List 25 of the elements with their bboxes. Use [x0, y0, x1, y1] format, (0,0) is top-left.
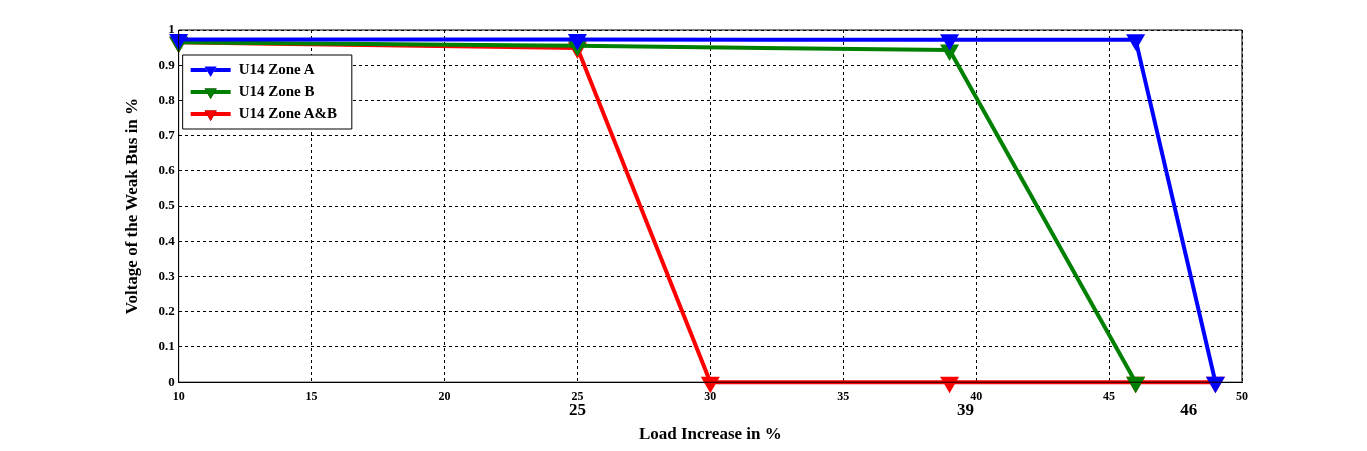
x-tick-label: 15: [305, 389, 318, 404]
y-tick-label: 0.5: [158, 197, 176, 213]
x-tick-label: 25: [571, 389, 584, 404]
x-axis-title: Load Increase in %: [638, 424, 782, 444]
x-tick-label: 45: [1103, 389, 1116, 404]
y-tick-label: 0.1: [158, 338, 175, 354]
legend-label: U14 Zone A: [238, 60, 315, 77]
y-axis-title: Voltage of the Weak Bus in %: [121, 97, 141, 315]
text: 46: [1180, 400, 1198, 420]
y-tick-label: 0.8: [158, 91, 176, 107]
x-tick-label: 50: [1236, 389, 1248, 404]
x-tick-label: 10: [172, 389, 185, 404]
y-tick-label: 0.7: [158, 127, 176, 143]
y-tick-label: 1: [168, 21, 175, 37]
y-tick-label: 0.2: [158, 303, 175, 319]
y-tick-label: 0: [168, 373, 175, 389]
x-tick-label: 30: [704, 389, 717, 404]
legend-label: U14 Zone B: [238, 82, 315, 99]
y-tick-label: 0.3: [158, 267, 176, 283]
x-tick-label: 20: [438, 389, 451, 404]
y-tick-label: 0.9: [158, 56, 176, 72]
y-tick-label: 0.4: [158, 232, 176, 248]
legend-label: U14 Zone A&B: [238, 104, 337, 121]
x-tick-label: 35: [837, 389, 850, 404]
y-tick-label: 0.6: [158, 162, 176, 178]
